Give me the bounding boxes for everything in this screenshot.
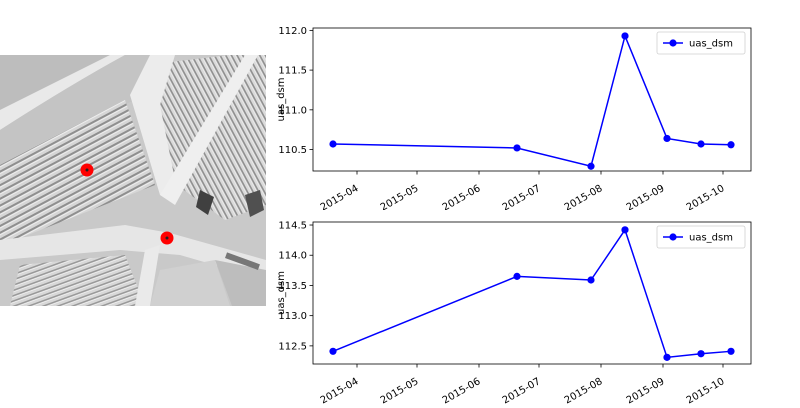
top-ytick-label: 111.5 (278, 66, 307, 77)
bottom-legend: uas_dsm (656, 225, 746, 249)
bottom-series-line (332, 228, 732, 359)
bottom-ylabel: uas_dsm (276, 271, 287, 315)
top-legend-marker (669, 39, 677, 47)
top-legend-box (656, 31, 746, 55)
top-axes-frame (312, 27, 752, 172)
bottom-xtick-label: 2015-05 (379, 376, 421, 406)
bottom-ytick-label: 114.5 (278, 221, 307, 232)
bottom-legend-label: uas_dsm (689, 233, 733, 244)
bottom-ytick-label: 113.5 (278, 281, 307, 292)
bottom-data-point (621, 226, 629, 234)
top-series-line (332, 33, 732, 168)
bottom-xtick-label: 2015-04 (319, 376, 361, 406)
bottom-data-point (329, 347, 337, 355)
bottom-xtick-label: 2015-09 (625, 376, 667, 406)
bottom-data-point (727, 347, 735, 355)
bottom-data-point (697, 350, 705, 358)
bottom-axes-frame (312, 221, 752, 365)
top-data-point (513, 144, 521, 152)
bottom-data-point (513, 272, 521, 280)
top-data-point (621, 32, 629, 40)
top-ytick-label: 112.0 (278, 26, 307, 37)
top-data-point (329, 140, 337, 148)
top-data-point (587, 162, 595, 170)
bottom-legend-marker (669, 233, 677, 241)
bottom-legend-box (656, 225, 746, 249)
bottom-line-chart: 112.5 113.0 113.5 114.0 114.5 2015-04 2015-05 2… (276, 221, 752, 406)
bottom-xtick-label: 2015-08 (563, 376, 605, 406)
bottom-ytick-label: 113.0 (278, 311, 307, 322)
bottom-plot-area: 112.5 113.0 113.5 114.0 114.5 2015-04 2015-05 2… (276, 221, 752, 406)
top-legend: uas_dsm (656, 31, 746, 55)
map-marker-2 (160, 231, 174, 245)
bottom-ytick-label: 114.0 (278, 251, 307, 262)
bottom-xtick-label: 2015-07 (501, 376, 543, 406)
top-ylabel: uas_dsm (276, 78, 287, 122)
top-data-point (697, 140, 705, 148)
hillshade-map (0, 55, 266, 306)
bottom-xtick-label: 2015-06 (441, 376, 483, 406)
top-data-point (663, 134, 671, 143)
bottom-data-point (663, 353, 671, 361)
map-marker-1 (80, 163, 94, 177)
top-ytick-label: 110.5 (278, 145, 307, 156)
bottom-xtick-label: 2015-10 (685, 376, 727, 406)
bottom-ytick-label: 112.5 (278, 341, 307, 352)
top-data-point (727, 141, 735, 149)
top-legend-label: uas_dsm (689, 39, 733, 50)
bottom-data-point (587, 276, 595, 284)
top-ytick-label: 111.0 (278, 105, 307, 116)
